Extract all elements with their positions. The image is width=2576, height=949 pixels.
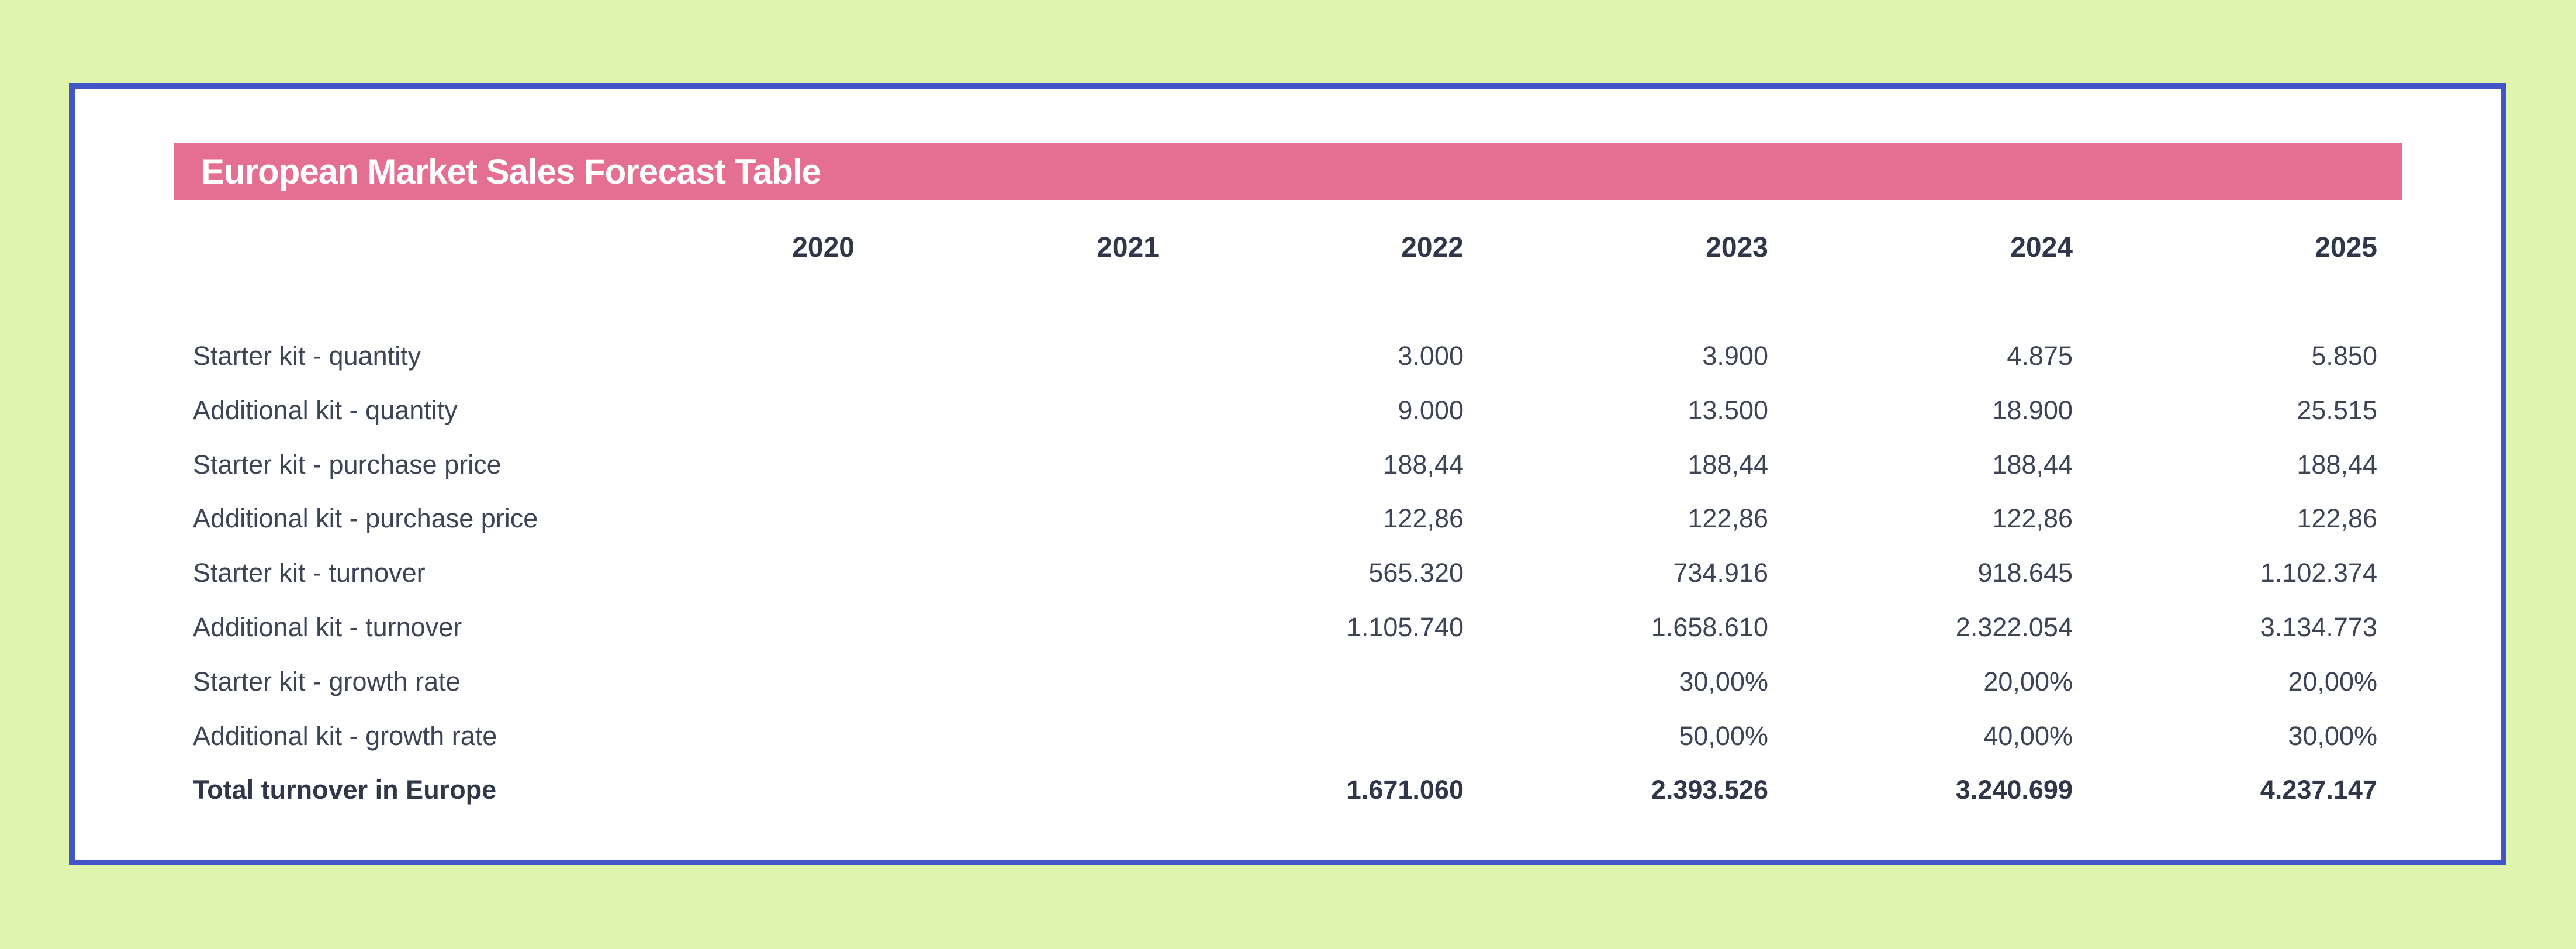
cell-value (855, 763, 1159, 817)
row-label: Additional kit - growth rate (193, 720, 497, 751)
cell-value (855, 437, 1159, 492)
cell-value (550, 763, 855, 817)
table-row: Starter kit - quantity 3.000 3.900 4.875… (193, 329, 2377, 384)
cell-value: 3.900 (1702, 340, 1768, 371)
cell-value (550, 546, 855, 601)
row-label: Starter kit - growth rate (193, 666, 461, 696)
cell-value (550, 709, 855, 763)
cell-value (855, 383, 1159, 437)
table-row: Additional kit - growth rate 50,00% 40,0… (193, 709, 2377, 763)
cell-value: 3.240.699 (1955, 775, 2073, 805)
row-label: Additional kit - purchase price (193, 503, 538, 534)
table-row: Additional kit - turnover 1.105.740 1.65… (193, 601, 2377, 655)
cell-value: 4.237.147 (2260, 775, 2377, 805)
card: European Market Sales Forecast Table 202… (69, 83, 2506, 865)
table-row-total: Total turnover in Europe 1.671.060 2.393… (193, 763, 2377, 817)
cell-value: 122,86 (1992, 503, 2073, 534)
year-header: 2023 (1706, 232, 1768, 263)
cell-value: 122,86 (2297, 503, 2377, 534)
table-row: Starter kit - turnover 565.320 734.916 9… (193, 546, 2377, 601)
cell-value: 9.000 (1398, 395, 1464, 425)
table-header-row: 2020 2021 2022 2023 2024 2025 (193, 220, 2377, 275)
title-bar: European Market Sales Forecast Table (174, 143, 2402, 200)
cell-value (550, 329, 855, 384)
table-row: Additional kit - purchase price 122,86 1… (193, 492, 2377, 546)
cell-value: 188,44 (1688, 449, 1768, 479)
cell-value: 13.500 (1688, 395, 1768, 425)
year-header: 2022 (1401, 232, 1464, 263)
cell-value: 1.102.374 (2260, 558, 2377, 588)
cell-value: 4.875 (2007, 340, 2073, 371)
cell-value: 2.393.526 (1651, 775, 1768, 805)
cell-value (855, 654, 1159, 709)
cell-value: 20,00% (1983, 666, 2073, 696)
cell-value: 30,00% (1679, 666, 1768, 696)
table-row: Starter kit - growth rate 30,00% 20,00% … (193, 654, 2377, 709)
cell-value: 2.322.054 (1955, 612, 2073, 642)
cell-value: 565.320 (1368, 558, 1464, 588)
forecast-table: 2020 2021 2022 2023 2024 2025 Starter ki… (193, 220, 2377, 817)
year-header: 2024 (2010, 232, 2073, 263)
cell-value: 5.850 (2311, 340, 2377, 371)
row-label: Total turnover in Europe (193, 775, 497, 805)
year-header: 2025 (2315, 232, 2377, 263)
cell-value (855, 601, 1159, 655)
cell-value: 18.900 (1992, 395, 2073, 425)
cell-value: 25.515 (2297, 395, 2377, 425)
cell-value (550, 492, 855, 546)
spacer-row (193, 275, 2377, 329)
cell-value: 3.134.773 (2260, 612, 2377, 642)
cell-value (1159, 654, 1464, 709)
row-label: Starter kit - turnover (193, 558, 426, 588)
cell-value: 40,00% (1983, 720, 2073, 751)
cell-value: 122,86 (1383, 503, 1464, 534)
row-label: Additional kit - quantity (193, 395, 458, 425)
row-label: Starter kit - quantity (193, 340, 421, 371)
year-header: 2020 (792, 232, 855, 263)
row-label: Additional kit - turnover (193, 612, 462, 642)
cell-value (1159, 709, 1464, 763)
cell-value (855, 492, 1159, 546)
cell-value (855, 546, 1159, 601)
cell-value: 188,44 (1992, 449, 2073, 479)
cell-value (855, 329, 1159, 384)
cell-value: 1.658.610 (1651, 612, 1768, 642)
cell-value (550, 383, 855, 437)
cell-value: 188,44 (1383, 449, 1464, 479)
table-row: Additional kit - quantity 9.000 13.500 1… (193, 383, 2377, 437)
cell-value (855, 709, 1159, 763)
header-spacer (193, 220, 550, 275)
cell-value: 1.105.740 (1346, 612, 1464, 642)
cell-value: 122,86 (1688, 503, 1768, 534)
cell-value (550, 437, 855, 492)
cell-value: 30,00% (2288, 720, 2377, 751)
cell-value: 918.645 (1977, 558, 2073, 588)
year-header: 2021 (1097, 232, 1159, 263)
table-row: Starter kit - purchase price 188,44 188,… (193, 437, 2377, 492)
cell-value (550, 601, 855, 655)
cell-value: 1.671.060 (1346, 775, 1464, 805)
cell-value: 3.000 (1398, 340, 1464, 371)
cell-value: 50,00% (1679, 720, 1768, 751)
cell-value: 20,00% (2288, 666, 2377, 696)
cell-value (550, 654, 855, 709)
row-label: Starter kit - purchase price (193, 449, 502, 479)
cell-value: 734.916 (1673, 558, 1768, 588)
cell-value: 188,44 (2297, 449, 2377, 479)
page-title: European Market Sales Forecast Table (201, 152, 821, 191)
